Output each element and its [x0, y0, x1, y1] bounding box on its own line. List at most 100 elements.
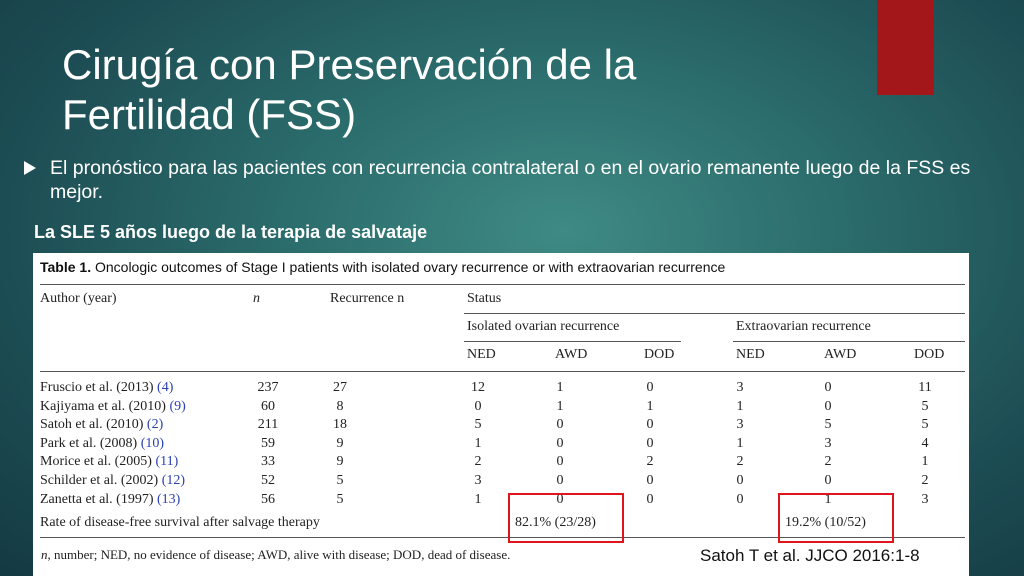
awd2-cell: 5 — [824, 417, 832, 433]
top-rule — [40, 284, 965, 285]
reference-link[interactable]: (11) — [155, 454, 179, 470]
dod1-cell: 0 — [646, 380, 654, 395]
awd1-cell: 0 — [556, 473, 564, 488]
header-status: Status — [467, 291, 502, 306]
ned1-cell: 5 — [474, 417, 482, 433]
rate-isolated: 82.1% (23/28) — [515, 515, 596, 530]
dod1-cell: 0 — [646, 435, 654, 451]
rec-cell: 18 — [333, 417, 347, 433]
awd2-cell: 2 — [824, 454, 832, 470]
awd1-cell: 0 — [556, 491, 564, 507]
awd1-cell: 0 — [556, 435, 564, 451]
dod2-cell: 2 — [921, 473, 929, 488]
rate-extraovarian: 19.2% (10/52) — [785, 515, 866, 530]
author-cell: Morice et al. (2005) — [40, 454, 152, 470]
awd2-cell: 0 — [824, 473, 832, 488]
awd2-cell: 0 — [824, 380, 832, 395]
reference-link[interactable]: (4) — [157, 380, 174, 395]
table-footnote: n, number; NED, no evidence of disease; … — [41, 547, 510, 563]
dod1-cell: 0 — [646, 417, 654, 433]
title-line-1: Cirugía con Preservación de la — [62, 41, 637, 88]
header-extraovarian-group: Extraovarian recurrence — [736, 319, 871, 334]
table-row: Zanetta et al. (1997) (13) — [40, 492, 180, 508]
author-cell: Kajiyama et al. (2010) — [40, 398, 166, 414]
citation: Satoh T et al. JJCO 2016:1-8 — [700, 546, 920, 565]
ned2-cell: 2 — [736, 454, 744, 470]
header-author: Author (year) — [40, 291, 117, 306]
dod1-cell: 1 — [646, 398, 654, 414]
rec-cell: 27 — [333, 380, 347, 395]
header-dod-2: DOD — [914, 347, 945, 362]
dod2-cell: 5 — [921, 417, 929, 433]
rate-label: Rate of disease-free survival after salv… — [40, 515, 320, 530]
dod1-cell: 0 — [646, 491, 654, 507]
subheading: La SLE 5 años luego de la terapia de sal… — [34, 222, 428, 242]
header-dod-1: DOD — [644, 347, 675, 362]
dod2-cell: 11 — [918, 380, 932, 395]
awd2-cell: 0 — [824, 398, 832, 414]
ned2-cell: 0 — [736, 491, 744, 507]
reference-link[interactable]: (2) — [146, 417, 164, 433]
header-n: n — [253, 291, 260, 306]
ned1-cell: 3 — [474, 473, 482, 488]
reference-link[interactable]: (12) — [161, 473, 186, 488]
ned2-cell: 1 — [736, 398, 744, 414]
dod2-cell: 3 — [921, 491, 929, 507]
ned1-cell: 1 — [474, 491, 482, 507]
triangle-right-icon — [24, 161, 36, 175]
rec-cell: 8 — [336, 398, 344, 414]
author-cell: Satoh et al. (2010) — [40, 417, 144, 433]
n-cell: 237 — [257, 380, 279, 395]
author-cell: Zanetta et al. (1997) — [40, 491, 154, 507]
dod1-cell: 2 — [646, 454, 654, 470]
bullet-item: El pronóstico para las pacientes con rec… — [22, 156, 982, 204]
ned2-cell: 0 — [736, 473, 744, 488]
awd2-cell: 1 — [824, 491, 832, 507]
footnote-text: , number; NED, no evidence of disease; A… — [47, 547, 511, 562]
ned1-cell: 12 — [471, 380, 485, 395]
table-caption: Table 1. Oncologic outcomes of Stage I p… — [40, 259, 725, 275]
awd1-cell: 1 — [556, 380, 564, 395]
table-row: Satoh et al. (2010) (2) — [40, 417, 163, 433]
n-cell: 59 — [261, 435, 275, 451]
n-cell: 33 — [261, 454, 275, 470]
reference-link[interactable]: (10) — [140, 435, 165, 451]
reference-link[interactable]: (13) — [157, 491, 181, 507]
dod2-cell: 4 — [921, 435, 929, 451]
header-rule — [40, 371, 965, 372]
caption-text: Oncologic outcomes of Stage I patients w… — [94, 259, 726, 275]
awd1-cell: 0 — [556, 454, 564, 470]
header-awd-2: AWD — [824, 347, 857, 362]
table-row: Park et al. (2008) (10) — [40, 436, 164, 452]
footnote-n: n — [41, 547, 48, 562]
author-cell: Park et al. (2008) — [40, 435, 138, 451]
author-cell: Fruscio et al. (2013) — [40, 380, 154, 395]
dod1-cell: 0 — [646, 473, 654, 488]
highlight-box-isolated — [508, 493, 624, 543]
ned2-cell: 3 — [736, 380, 744, 395]
dod2-cell: 5 — [921, 398, 929, 414]
header-recurrence: Recurrence n — [330, 291, 405, 306]
dod2-cell: 1 — [921, 454, 929, 470]
ned1-cell: 2 — [474, 454, 482, 470]
awd1-cell: 1 — [556, 398, 564, 414]
header-awd-1: AWD — [555, 347, 588, 362]
rec-cell: 9 — [336, 454, 344, 470]
rec-cell: 5 — [336, 473, 344, 488]
slide-title: Cirugía con Preservación de la Fertilida… — [62, 40, 862, 140]
bottom-rule — [40, 537, 965, 538]
caption-label: Table 1. — [40, 259, 92, 275]
ned1-cell: 0 — [474, 398, 482, 414]
awd2-cell: 3 — [824, 435, 832, 451]
n-cell: 56 — [261, 491, 275, 507]
outcomes-table: Table 1. Oncologic outcomes of Stage I p… — [33, 253, 969, 576]
ned2-cell: 1 — [736, 435, 744, 451]
n-cell: 211 — [257, 417, 279, 433]
ned1-cell: 1 — [474, 435, 482, 451]
n-cell: 52 — [261, 473, 275, 488]
rec-cell: 9 — [336, 435, 344, 451]
table-row: Schilder et al. (2002) (12) — [40, 473, 185, 489]
reference-link[interactable]: (9) — [169, 398, 186, 414]
ned2-cell: 3 — [736, 417, 744, 433]
rec-cell: 5 — [336, 491, 344, 507]
